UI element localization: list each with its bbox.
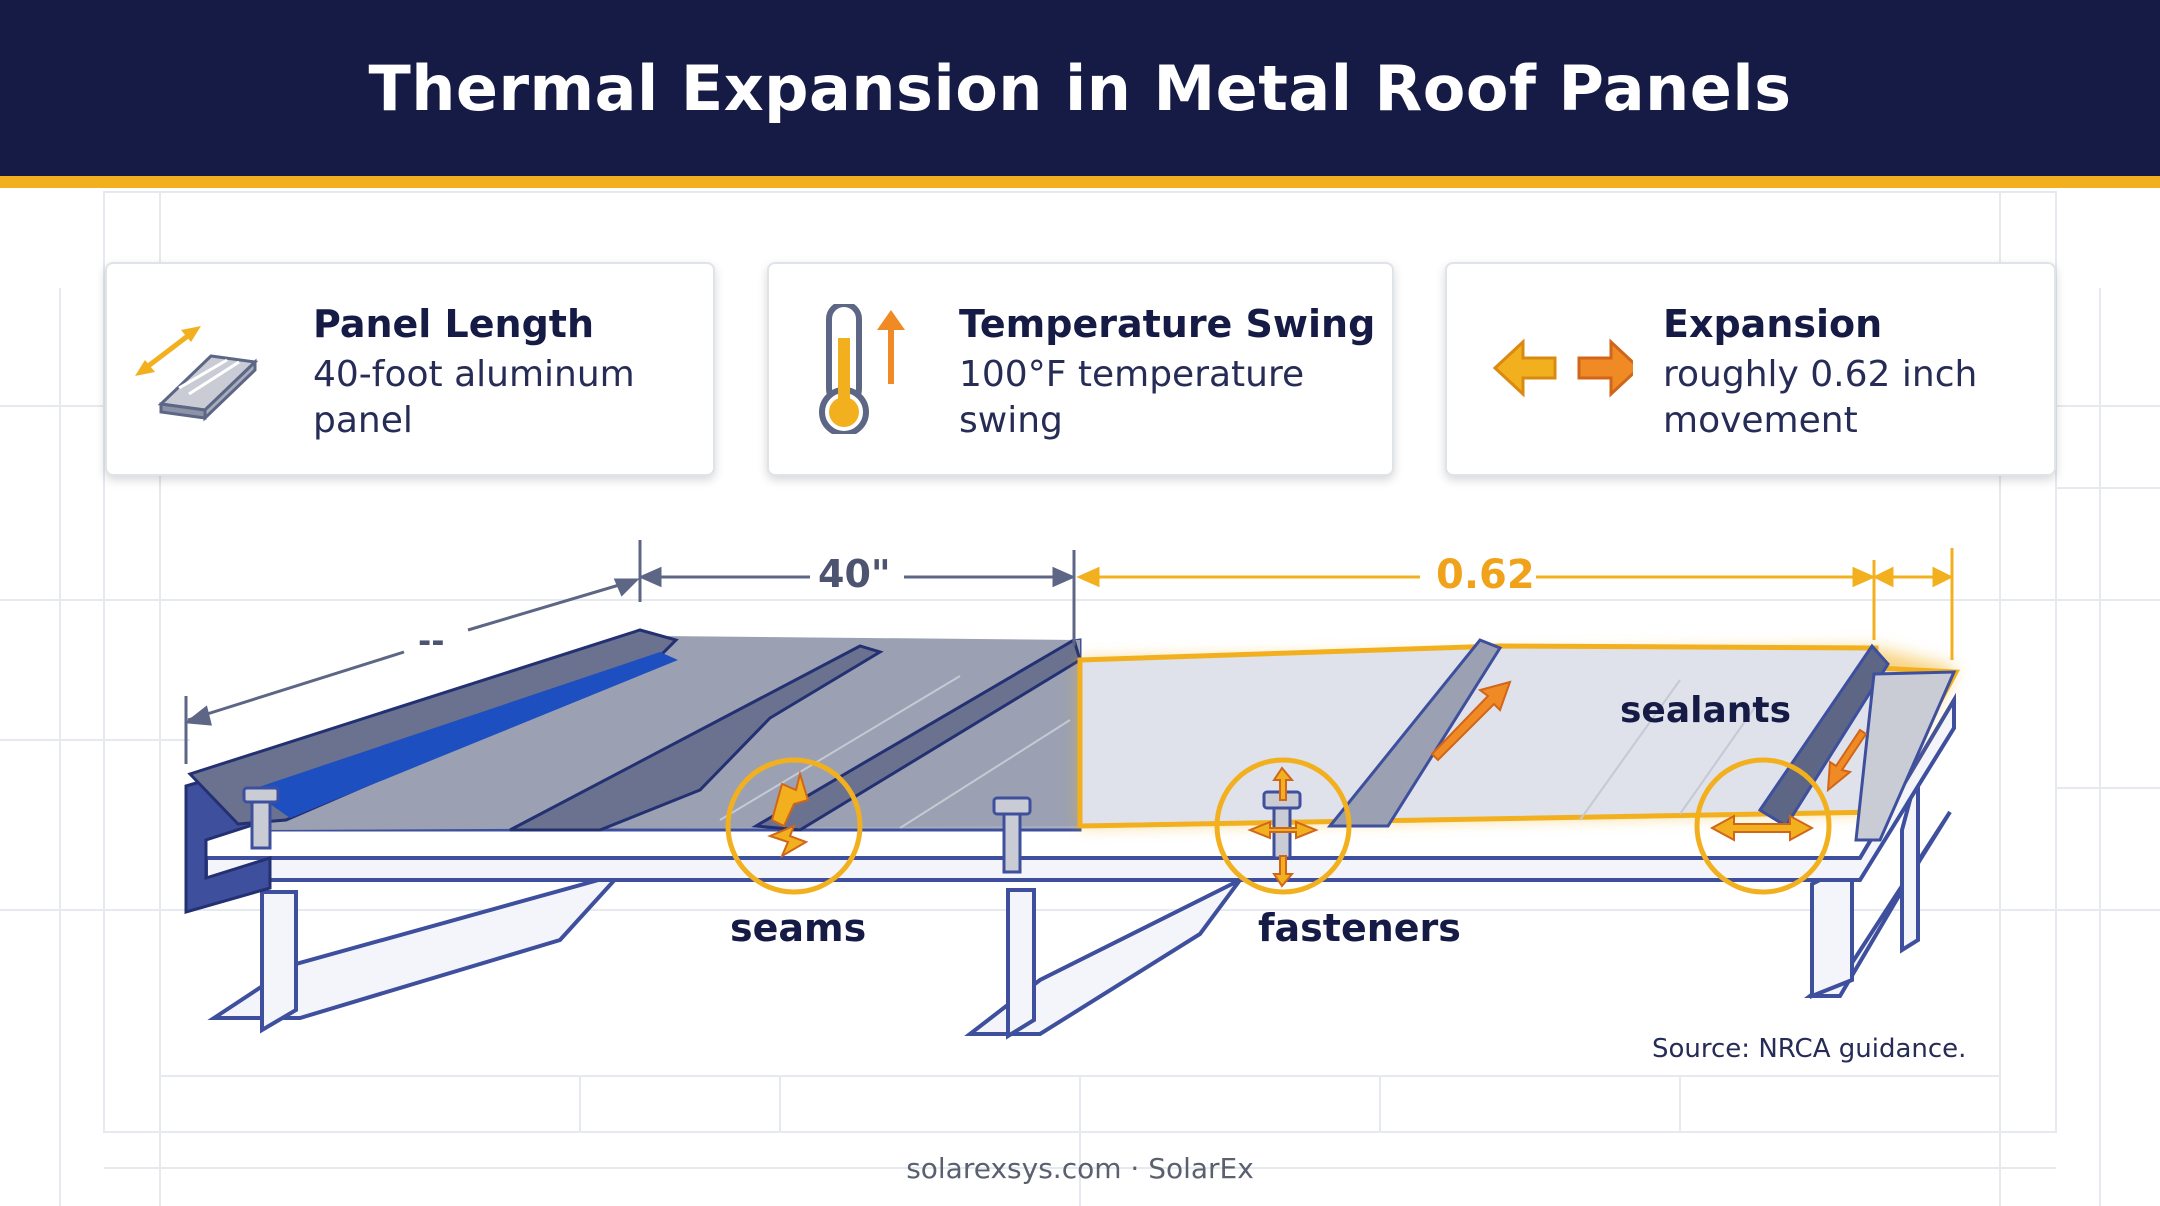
temperature-swing-card: Temperature Swing 100°F temperature swin…: [767, 262, 1394, 476]
sealants-label: sealants: [1620, 690, 1792, 731]
sealant-rib: [1757, 643, 1890, 829]
expansion-title: Expansion: [1663, 302, 1883, 346]
expansion-dimension: [1076, 548, 1954, 660]
footer-credit: solarexsys.com · SolarEx: [906, 1152, 1254, 1185]
double-arrow-icon: [1492, 338, 1633, 398]
expansion-card: Expansion roughly 0.62 inch movement: [1445, 262, 2056, 476]
movement-arrows: [767, 766, 1815, 888]
fasteners-label: fasteners: [1258, 906, 1461, 950]
panel-dimension-label: 40": [818, 552, 891, 596]
expansion-dimension-label: 0.62: [1436, 552, 1535, 598]
header-bar: Thermal Expansion in Metal Roof Panels: [0, 0, 2160, 176]
panel-length-title: Panel Length: [313, 302, 595, 346]
depth-dimension-label: --: [418, 622, 445, 660]
panel-length-text: 40-foot aluminum panel: [313, 354, 635, 441]
fasteners-highlight-circle: [1214, 757, 1352, 895]
header-accent-stripe: [0, 176, 2160, 188]
sealants-highlight-circle: [1694, 757, 1832, 895]
support-beams: [207, 769, 1952, 1040]
dimension-lines: [184, 540, 1076, 764]
seams-highlight-circle: [725, 757, 863, 895]
direction-arrows: [1430, 680, 1868, 793]
expansion-text: roughly 0.62 inch movement: [1663, 354, 1978, 441]
seams-label: seams: [730, 906, 867, 950]
panel-rib-2: [509, 644, 884, 832]
temperature-swing-title: Temperature Swing: [959, 302, 1376, 346]
expanded-panel-rib: [1326, 638, 1503, 828]
temperature-swing-text: 100°F temperature swing: [959, 354, 1305, 441]
panel-icon: [135, 326, 259, 422]
source-note: Source: NRCA guidance.: [1652, 1034, 1967, 1064]
thermometer-icon: [819, 304, 905, 434]
expanded-panel: [1077, 643, 1961, 829]
page-title: Thermal Expansion in Metal Roof Panels: [368, 51, 1792, 125]
panel-length-card: Panel Length 40-foot aluminum panel: [105, 262, 715, 476]
